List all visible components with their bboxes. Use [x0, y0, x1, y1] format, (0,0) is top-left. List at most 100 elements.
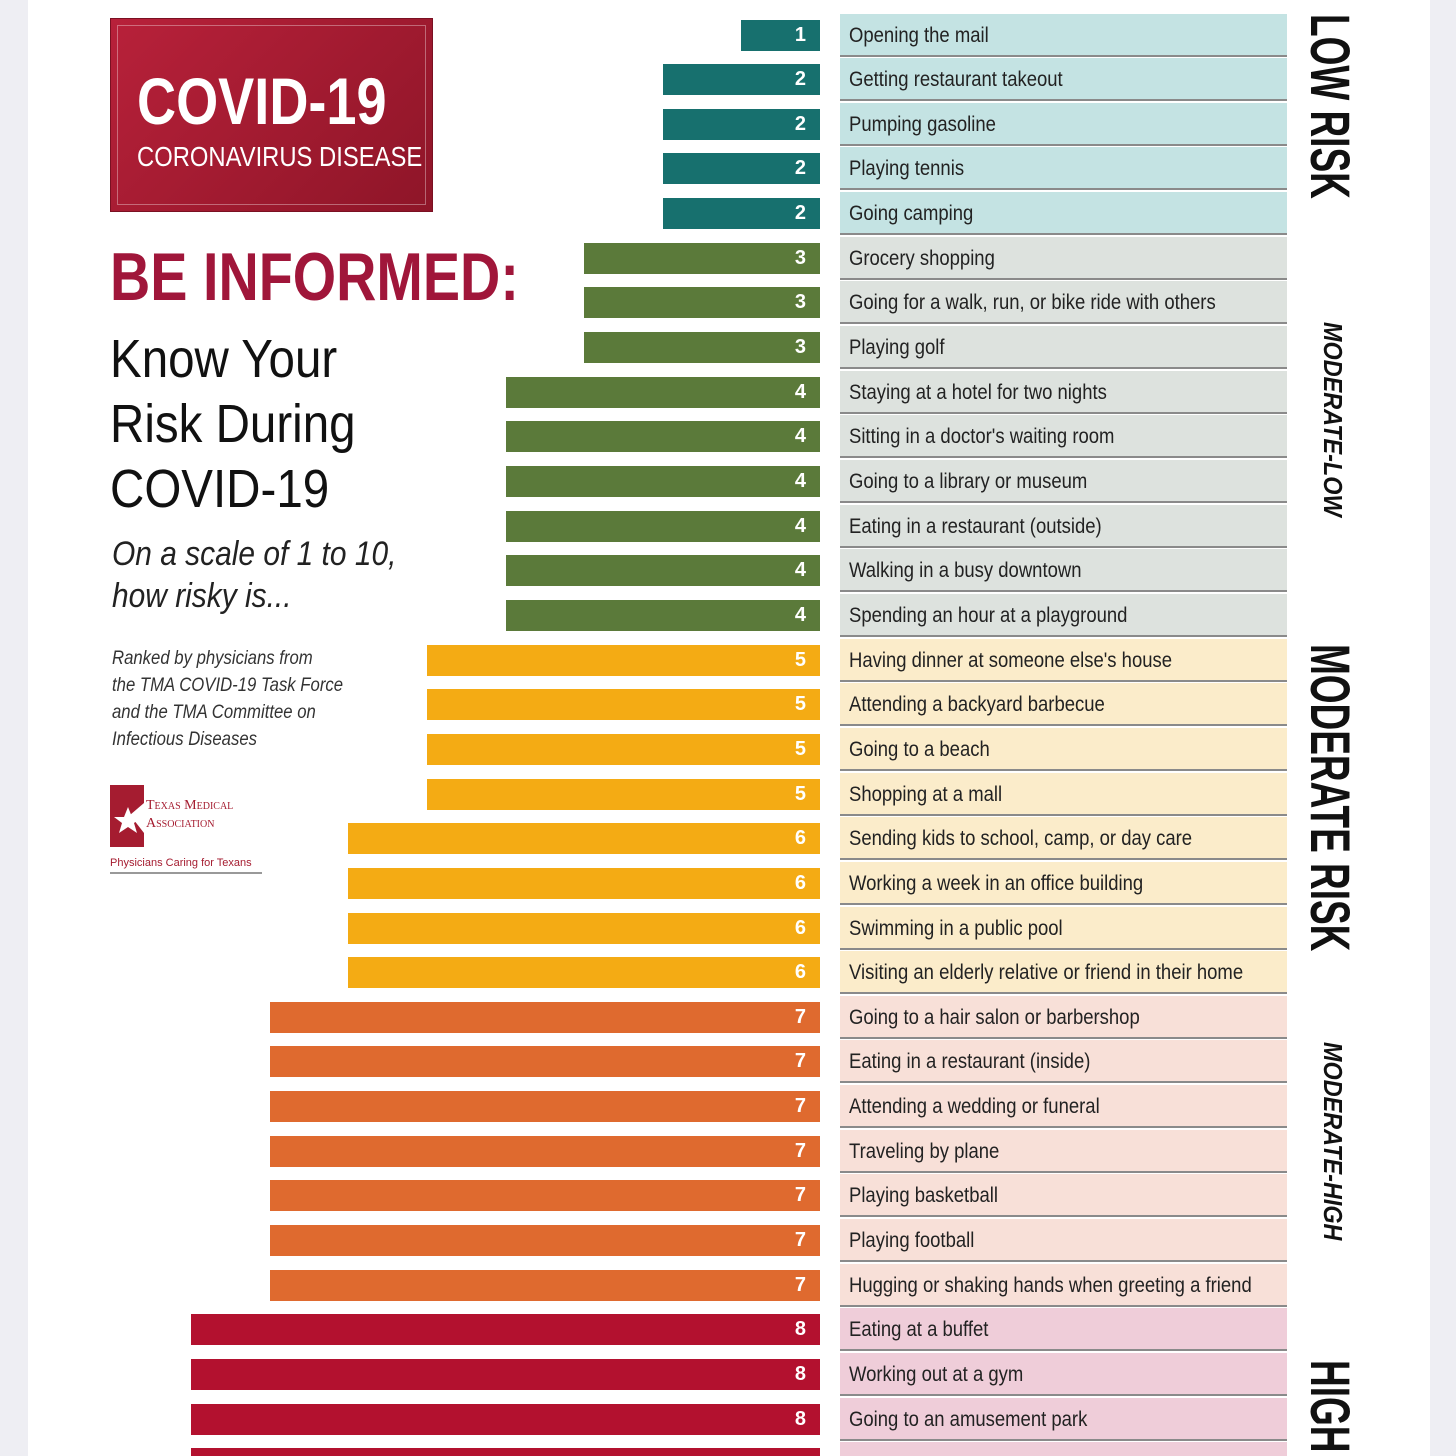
risk-bar: 3 — [584, 332, 820, 364]
activity-label: Grocery shopping — [840, 236, 1287, 280]
covid-badge: COVID-19 CORONAVIRUS DISEASE — [110, 18, 433, 212]
star-icon — [110, 785, 144, 847]
risk-bar: 6 — [348, 867, 820, 899]
risk-value: 5 — [794, 737, 806, 760]
activity-text: Eating at a buffet — [849, 1318, 989, 1342]
activity-text: Playing tennis — [849, 157, 965, 181]
activity-label: Traveling by plane — [840, 1129, 1287, 1173]
activity-label: Getting restaurant takeout — [840, 58, 1287, 102]
subtitle-line: COVID-19 — [110, 459, 330, 519]
logo-tagline: Physicians Caring for Texans — [110, 857, 262, 874]
activity-label: Staying at a hotel for two nights — [840, 370, 1287, 414]
activity-label: Shopping at a mall — [840, 772, 1287, 816]
activity-label: Having dinner at someone else's house — [840, 638, 1287, 682]
activity-text: Working a week in an office building — [849, 871, 1144, 895]
activity-text: Having dinner at someone else's house — [849, 648, 1173, 672]
risk-bar: 2 — [662, 153, 820, 185]
activity-text: Sitting in a doctor's waiting room — [849, 425, 1115, 449]
activity-label: Walking in a busy downtown — [840, 549, 1287, 593]
activity-label: Working out at a gym — [840, 1353, 1287, 1396]
activity-text: Traveling by plane — [849, 1139, 1000, 1163]
activity-label: Opening the mail — [840, 13, 1287, 57]
activity-text: Playing basketball — [849, 1184, 998, 1208]
activity-label: Playing football — [840, 1219, 1287, 1263]
activity-text: Walking in a busy downtown — [849, 559, 1082, 583]
risk-bar: 8 — [191, 1403, 820, 1435]
activity-text: Going to a beach — [849, 737, 990, 761]
risk-value: 4 — [794, 514, 806, 537]
activity-label: Playing golf — [840, 326, 1287, 370]
risk-value: 7 — [794, 1184, 806, 1207]
risk-bar: 6 — [348, 823, 820, 855]
risk-value: 7 — [794, 1050, 806, 1073]
risk-bar: 7 — [269, 1135, 820, 1167]
risk-value: 3 — [794, 336, 806, 359]
risk-value: 6 — [794, 871, 806, 894]
risk-value: 2 — [794, 202, 806, 225]
risk-value: 7 — [794, 1229, 806, 1252]
risk-value: 1 — [794, 23, 806, 46]
credit-line: and the TMA Committee on — [112, 702, 316, 723]
activity-label: Hugging or shaking hands when greeting a… — [840, 1263, 1287, 1307]
risk-bar — [191, 1448, 820, 1456]
risk-bar: 7 — [269, 1091, 820, 1123]
risk-value: 6 — [794, 827, 806, 850]
activity-text: Swimming in a public pool — [849, 916, 1063, 940]
infographic: COVID-19 CORONAVIRUS DISEASE BE INFORMED… — [28, 0, 1430, 1456]
activity-label: Attending a backyard barbecue — [840, 683, 1287, 727]
group-label-moderate: MODERATE RISK — [1299, 644, 1362, 952]
activity-label: Pumping gasoline — [840, 102, 1287, 146]
activity-text: Playing football — [849, 1229, 975, 1253]
activity-label: Sending kids to school, camp, or day car… — [840, 817, 1287, 861]
activity-label: Going to a library or museum — [840, 460, 1287, 503]
risk-value: 6 — [794, 916, 806, 939]
risk-value: 6 — [794, 961, 806, 984]
risk-value: 7 — [794, 1005, 806, 1028]
tma-logo: Texas Medical Association Physicians Car… — [110, 785, 270, 880]
activity-label: Spending an hour at a playground — [840, 593, 1287, 637]
activity-text: Going to a library or museum — [849, 470, 1088, 493]
risk-value: 4 — [794, 559, 806, 582]
activity-text: Spending an hour at a playground — [849, 603, 1128, 627]
risk-value: 5 — [794, 648, 806, 671]
activity-label — [840, 1442, 1287, 1456]
activity-label: Eating at a buffet — [840, 1308, 1287, 1352]
risk-bar: 6 — [348, 957, 820, 989]
badge-title: COVID-19 — [137, 64, 387, 138]
risk-bar: 6 — [348, 912, 820, 944]
risk-value: 7 — [794, 1139, 806, 1162]
activity-text: Opening the mail — [849, 23, 989, 47]
risk-bar: 8 — [191, 1359, 820, 1390]
activity-text: Shopping at a mall — [849, 782, 1003, 806]
activity-text: Hugging or shaking hands when greeting a… — [849, 1273, 1252, 1297]
risk-bar: 5 — [427, 689, 820, 721]
risk-value: 8 — [794, 1363, 806, 1385]
activity-text: Going to a hair salon or barbershop — [849, 1005, 1140, 1029]
risk-value: 3 — [794, 291, 806, 314]
badge-subtitle: CORONAVIRUS DISEASE — [137, 141, 423, 172]
activity-label: Going camping — [840, 192, 1287, 236]
risk-bar: 5 — [427, 733, 820, 765]
risk-bar: 4 — [505, 421, 820, 453]
activity-label: Playing tennis — [840, 147, 1287, 191]
risk-bar: 2 — [662, 64, 820, 96]
credit-line: the TMA COVID-19 Task Force — [112, 675, 344, 696]
risk-bar: 7 — [269, 1001, 820, 1033]
activity-text: Getting restaurant takeout — [849, 68, 1063, 92]
activity-text: Eating in a restaurant (outside) — [849, 514, 1102, 538]
risk-value: 3 — [794, 246, 806, 269]
activity-label: Playing basketball — [840, 1174, 1287, 1218]
risk-value: 8 — [794, 1318, 806, 1341]
risk-value: 4 — [794, 603, 806, 626]
risk-bar: 8 — [191, 1314, 820, 1346]
subtitle-line: Know Your — [110, 329, 338, 389]
risk-bar: 4 — [505, 376, 820, 408]
activity-label: Going to a beach — [840, 727, 1287, 771]
activity-text: Attending a wedding or funeral — [849, 1095, 1100, 1119]
risk-value: 2 — [794, 157, 806, 180]
risk-bar: 7 — [269, 1269, 820, 1301]
credit-line: Ranked by physicians from — [112, 648, 313, 669]
logo-name: Texas Medical — [146, 798, 234, 813]
activity-text: Pumping gasoline — [849, 112, 996, 136]
risk-bar: 3 — [584, 287, 820, 319]
